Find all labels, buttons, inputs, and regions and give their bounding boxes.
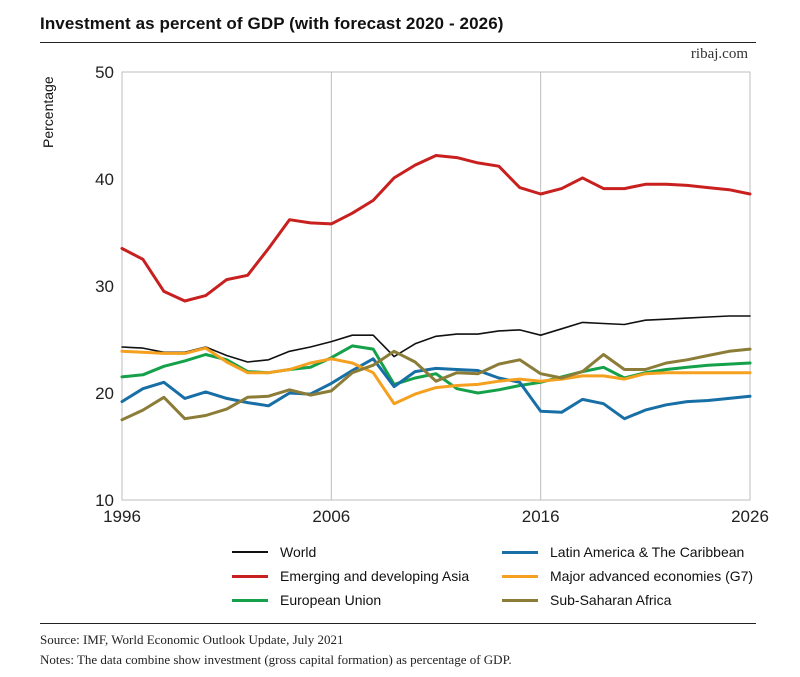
y-tick-label: 50 [95,63,114,82]
bottom-rule [40,623,756,624]
legend-label: Emerging and developing Asia [280,568,470,584]
series-line-latin-america-the-caribbean [120,357,752,421]
legend-swatch [232,551,268,553]
x-tick-label: 2006 [312,507,350,526]
y-axis-label: Percentage [40,76,56,148]
legend-item: Major advanced economies (G7) [502,568,753,584]
legend-swatch [502,550,538,554]
x-tick-label: 2016 [522,507,560,526]
x-tick-label: 1996 [103,507,141,526]
legend-item: World [232,544,316,560]
legend-swatch [232,598,268,602]
legend-item: European Union [232,592,381,608]
brand-label: ribaj.com [690,46,748,62]
source-note: Source: IMF, World Economic Outlook Upda… [40,632,344,647]
y-tick-label: 20 [95,384,114,403]
plot-frame [121,71,751,501]
series-line-emerging-and-developing-asia [120,154,752,303]
legend-label: Major advanced economies (G7) [550,568,754,584]
legend-label: World [280,544,317,560]
line-chart: 10 20 30 40 50 1996 2006 2016 2026 Percentage [40,63,769,526]
plot-area: 10 20 30 40 50 1996 2006 2016 2026 [95,63,769,526]
series-line-sub-saharan-africa [120,347,752,422]
legend-label: European Union [280,592,382,608]
legend-swatch [232,574,268,578]
y-tick-label: 30 [95,277,114,296]
top-rule [40,42,756,43]
y-tick-label: 40 [95,170,114,189]
legend-item: Latin America & The Caribbean [502,544,744,560]
x-tick-label: 2026 [731,507,769,526]
legend-label: Sub-Saharan Africa [550,592,672,608]
legend-item: Emerging and developing Asia [232,568,469,584]
series-line-major-advanced-economies-g7- [120,346,752,406]
chart-title: Investment as percent of GDP (with forec… [40,14,504,33]
series-line-world [121,315,751,363]
legend-label: Latin America & The Caribbean [550,544,745,560]
notes-text: Notes: The data combine show investment … [40,652,512,667]
legend-item: Sub-Saharan Africa [502,592,671,608]
legend-swatch [502,598,538,602]
y-tick-label: 10 [95,491,114,510]
legend-swatch [502,574,538,578]
